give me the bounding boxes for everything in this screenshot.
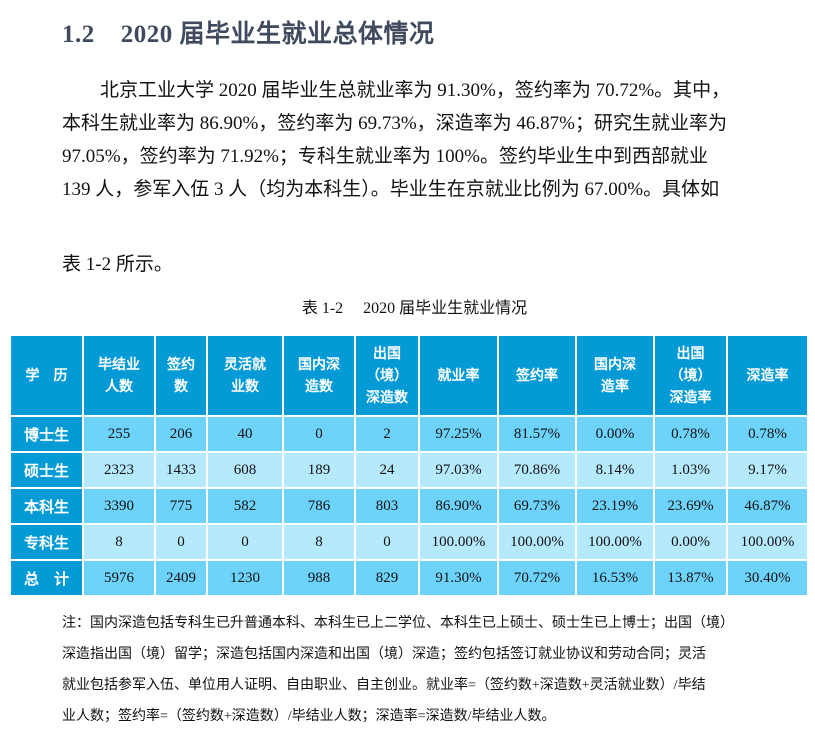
header-abroad-study: 出国 （境） 深造数 — [356, 336, 418, 415]
footnote-line: 注：国内深造包括专科生已升普通本科、本科生已上二学位、本科生已上硕士、硕士生已上… — [62, 616, 734, 631]
cell: 100.00% — [420, 525, 497, 559]
cell: 30.40% — [728, 561, 807, 595]
cell: 206 — [156, 417, 206, 451]
row-label: 本科生 — [11, 489, 82, 523]
cell: 23.69% — [655, 489, 726, 523]
cell: 0.00% — [577, 417, 653, 451]
cell: 69.73% — [499, 489, 575, 523]
cell: 70.86% — [499, 453, 575, 487]
cell: 46.87% — [728, 489, 807, 523]
section-heading: 1.2 2020 届毕业生就业总体情况 — [62, 14, 435, 50]
cell: 5976 — [84, 561, 154, 595]
cell: 100.00% — [728, 525, 807, 559]
cell: 40 — [208, 417, 282, 451]
cell: 86.90% — [420, 489, 497, 523]
table-caption: 表 1-2 2020 届毕业生就业情况 — [0, 294, 815, 318]
cell: 255 — [84, 417, 154, 451]
footnote-line: 业人数；签约率=（签约数+深造数）/毕结业人数；深造率=深造数/毕结业人数。 — [62, 709, 556, 724]
table-row-junior-college: 专科生 8 0 0 8 0 100.00% 100.00% 100.00% 0.… — [11, 525, 807, 559]
table-caption-label: 表 1-2 — [301, 300, 344, 317]
footnote-line: 深造指出国（境）留学；深造包括国内深造和出国（境）深造；签约包括签订就业协议和劳… — [62, 647, 706, 662]
cell: 100.00% — [499, 525, 575, 559]
cell: 582 — [208, 489, 282, 523]
cell: 0.00% — [655, 525, 726, 559]
cell: 786 — [284, 489, 354, 523]
cell: 189 — [284, 453, 354, 487]
cell: 1433 — [156, 453, 206, 487]
paragraph-line: 北京工业大学 2020 届毕业生总就业率为 91.30%，签约率为 70.72%… — [100, 80, 731, 101]
cell: 2409 — [156, 561, 206, 595]
cell: 97.03% — [420, 453, 497, 487]
header-domestic-study: 国内深 造数 — [284, 336, 354, 415]
header-graduates: 毕结业 人数 — [84, 336, 154, 415]
cell: 91.30% — [420, 561, 497, 595]
row-label: 总 计 — [11, 561, 82, 595]
cell: 70.72% — [499, 561, 575, 595]
cell: 8 — [284, 525, 354, 559]
footnote-line: 就业包括参军入伍、单位用人证明、自由职业、自主创业。就业率=（签约数+深造数+灵… — [62, 678, 706, 693]
table-row-undergrad: 本科生 3390 775 582 786 803 86.90% 69.73% 2… — [11, 489, 807, 523]
cell: 2323 — [84, 453, 154, 487]
table-row-total: 总 计 5976 2409 1230 988 829 91.30% 70.72%… — [11, 561, 807, 595]
paragraph-line: 97.05%，签约率为 71.92%；专科生就业率为 100%。签约毕业生中到西… — [62, 146, 708, 167]
cell: 23.19% — [577, 489, 653, 523]
header-further-study-rate: 深造率 — [728, 336, 807, 415]
paragraph-end-line: 表 1-2 所示。 — [62, 254, 173, 275]
summary-paragraph: 北京工业大学 2020 届毕业生总就业率为 91.30%，签约率为 70.72%… — [62, 74, 762, 206]
cell: 1.03% — [655, 453, 726, 487]
cell: 803 — [356, 489, 418, 523]
cell: 9.17% — [728, 453, 807, 487]
table-header-row: 学 历 毕结业 人数 签约数 灵活就 业数 国内深 造数 出国 （境） 深造数 就业率 签… — [11, 336, 807, 415]
header-signed: 签约数 — [156, 336, 206, 415]
table-row-master: 硕士生 2323 1433 608 189 24 97.03% 70.86% 8… — [11, 453, 807, 487]
cell: 608 — [208, 453, 282, 487]
header-signing-rate: 签约率 — [499, 336, 575, 415]
paragraph-line: 139 人，参军入伍 3 人（均为本科生）。毕业生在京就业比例为 67.00%。… — [62, 179, 720, 200]
section-title: 2020 届毕业生就业总体情况 — [120, 21, 435, 48]
header-education: 学 历 — [11, 336, 82, 415]
cell: 8 — [84, 525, 154, 559]
cell: 2 — [356, 417, 418, 451]
cell: 775 — [156, 489, 206, 523]
table-footnote: 注：国内深造包括专科生已升普通本科、本科生已上二学位、本科生已上硕士、硕士生已上… — [62, 608, 802, 732]
table-caption-title: 2020 届毕业生就业情况 — [363, 300, 528, 317]
cell: 0 — [208, 525, 282, 559]
table-row-phd: 博士生 255 206 40 0 2 97.25% 81.57% 0.00% 0… — [11, 417, 807, 451]
cell: 100.00% — [577, 525, 653, 559]
cell: 24 — [356, 453, 418, 487]
employment-table: 学 历 毕结业 人数 签约数 灵活就 业数 国内深 造数 出国 （境） 深造数 就业率 签… — [9, 334, 809, 597]
row-label: 博士生 — [11, 417, 82, 451]
cell: 16.53% — [577, 561, 653, 595]
cell: 0 — [284, 417, 354, 451]
row-label: 专科生 — [11, 525, 82, 559]
cell: 81.57% — [499, 417, 575, 451]
paragraph-line: 本科生就业率为 86.90%，签约率为 69.73%，深造率为 46.87%；研… — [62, 113, 727, 134]
section-number: 1.2 — [62, 21, 95, 48]
cell: 0 — [356, 525, 418, 559]
cell: 988 — [284, 561, 354, 595]
cell: 0 — [156, 525, 206, 559]
cell: 829 — [356, 561, 418, 595]
header-employment-rate: 就业率 — [420, 336, 497, 415]
cell: 8.14% — [577, 453, 653, 487]
cell: 13.87% — [655, 561, 726, 595]
cell: 97.25% — [420, 417, 497, 451]
cell: 0.78% — [655, 417, 726, 451]
cell: 0.78% — [728, 417, 807, 451]
header-abroad-study-rate: 出国 （境） 深造率 — [655, 336, 726, 415]
row-label: 硕士生 — [11, 453, 82, 487]
header-flexible: 灵活就 业数 — [208, 336, 282, 415]
header-domestic-study-rate: 国内深 造率 — [577, 336, 653, 415]
cell: 1230 — [208, 561, 282, 595]
cell: 3390 — [84, 489, 154, 523]
